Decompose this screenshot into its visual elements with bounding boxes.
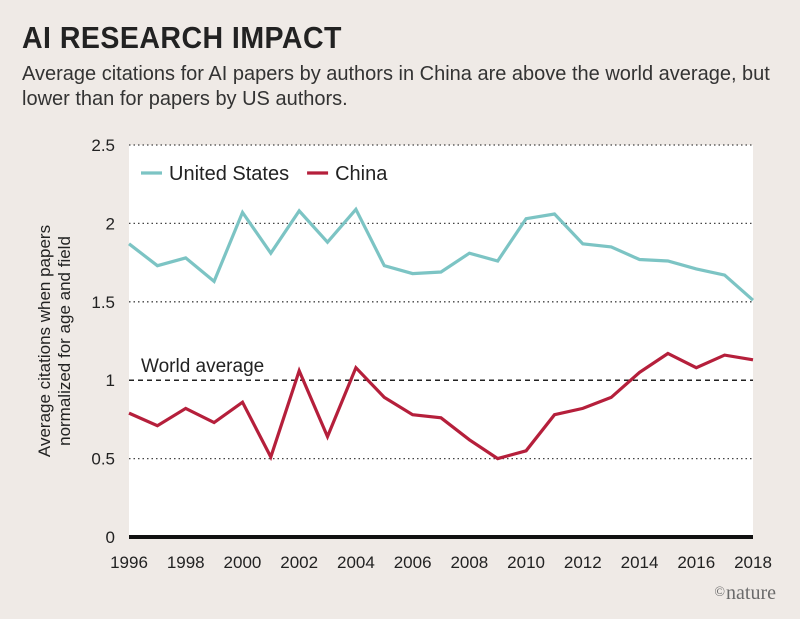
axes: 0 0.5 1 1.5 2 2.5 1996 1998 2000 2002 2004 2006 2008… xyxy=(91,136,772,572)
y-tick-label: 0 xyxy=(106,528,115,547)
x-tick-label: 2002 xyxy=(280,553,318,572)
x-tick-label: 1998 xyxy=(167,553,205,572)
x-tick-label: 2014 xyxy=(621,553,659,572)
chart-subtitle: Average citations for AI papers by autho… xyxy=(22,63,770,110)
legend: United States China xyxy=(141,163,388,185)
copyright-symbol: © xyxy=(714,585,726,600)
chart-title: AI RESEARCH IMPACT xyxy=(22,20,342,55)
y-tick-label: 0.5 xyxy=(91,450,115,469)
legend-label-china: China xyxy=(335,163,388,185)
world-average-reference: World average xyxy=(129,356,753,381)
x-tick-label: 2006 xyxy=(394,553,432,572)
y-tick-label: 2 xyxy=(106,214,115,233)
x-tick-label: 2016 xyxy=(677,553,715,572)
series-line-china xyxy=(128,351,754,462)
gridlines xyxy=(129,144,753,460)
series-line-united-states xyxy=(128,206,755,302)
y-tick-label: 1.5 xyxy=(91,293,115,312)
y-axis-label: Average citations when papersnormalized … xyxy=(35,225,74,457)
x-tick-label: 2000 xyxy=(224,553,262,572)
x-tick-label: 1996 xyxy=(110,553,148,572)
plot-area xyxy=(129,145,753,537)
y-tick-label: 1 xyxy=(106,371,115,390)
world-average-label: World average xyxy=(141,356,264,377)
nature-credit: ©nature xyxy=(714,582,776,605)
y-axis-label-line: Average citations when papers xyxy=(35,225,54,457)
nature-logo-text: nature xyxy=(726,582,776,604)
y-axis-label-line: normalized for age and field xyxy=(55,236,74,446)
legend-label-united-states: United States xyxy=(169,163,289,185)
x-tick-label: 2008 xyxy=(450,553,488,572)
x-tick-label: 2012 xyxy=(564,553,602,572)
x-tick-label: 2018 xyxy=(734,553,772,572)
series-lines xyxy=(128,206,755,462)
y-tick-label: 2.5 xyxy=(91,136,115,155)
x-tick-label: 2010 xyxy=(507,553,545,572)
x-tick-label: 2004 xyxy=(337,553,375,572)
